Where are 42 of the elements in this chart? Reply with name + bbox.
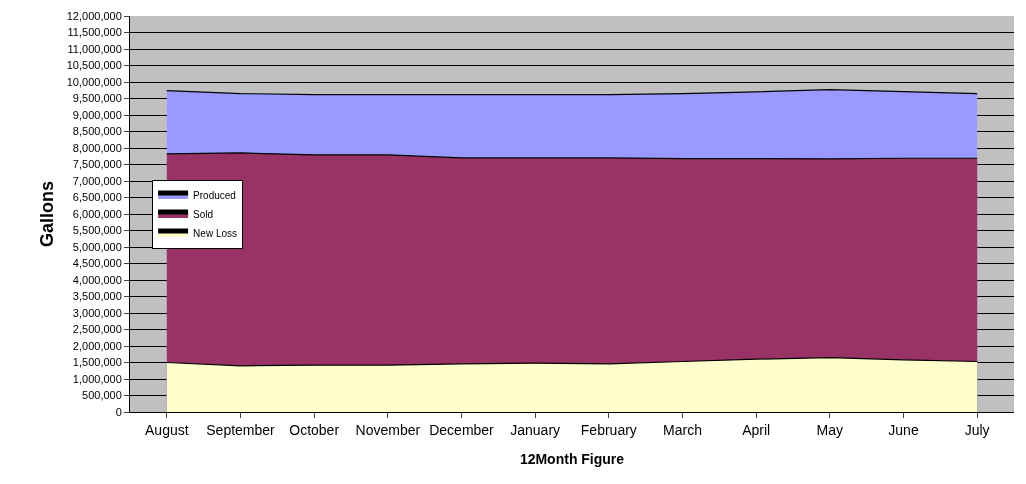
x-tick-label: January [510, 421, 561, 438]
y-tick-label: 11,500,000 [67, 26, 122, 39]
y-tick-label: 5,000,000 [72, 240, 122, 253]
y-tick-label: 9,000,000 [72, 108, 122, 121]
x-tick-label: October [289, 421, 340, 438]
y-tick-label: 500,000 [82, 389, 122, 402]
x-tick-label: September [206, 421, 276, 438]
x-axis-title: 12Month Figure [519, 451, 625, 467]
y-tick-label: 7,500,000 [72, 158, 122, 171]
y-tick-label: 1,500,000 [72, 356, 122, 369]
y-tick-label: 10,000,000 [66, 75, 122, 88]
x-tick-label: June [888, 421, 919, 438]
y-tick-label: 2,500,000 [72, 323, 122, 336]
x-tick-label: February [580, 421, 637, 438]
y-tick-label: 11,000,000 [67, 42, 122, 55]
y-tick-label: 1,000,000 [72, 372, 122, 385]
x-tick-label: December [429, 421, 495, 438]
y-axis-title: Gallons [36, 180, 57, 248]
x-tick-label: November [355, 421, 421, 438]
legend-label: Sold [193, 208, 214, 220]
y-tick-label: 12,000,000 [66, 9, 122, 22]
y-tick-label: 0 [115, 405, 122, 418]
x-tick-label: May [816, 421, 844, 438]
y-tick-label: 6,500,000 [72, 191, 122, 204]
x-tick-label: August [145, 421, 189, 438]
x-tick-label: July [964, 421, 990, 438]
y-tick-label: 7,000,000 [72, 174, 122, 187]
y-tick-label: 4,500,000 [72, 257, 122, 270]
y-tick-label: 2,000,000 [72, 339, 122, 352]
y-tick-label: 9,500,000 [72, 92, 122, 105]
legend-label: New Loss [193, 227, 238, 239]
x-tick-label: April [742, 421, 771, 438]
y-tick-label: 4,000,000 [72, 273, 122, 286]
y-tick-label: 8,000,000 [72, 141, 122, 154]
legend-label: Produced [193, 189, 236, 201]
y-tick-label: 10,500,000 [66, 59, 122, 72]
y-tick-label: 8,500,000 [72, 125, 122, 138]
y-tick-label: 3,000,000 [72, 306, 122, 319]
y-tick-label: 6,000,000 [72, 207, 122, 220]
y-tick-label: 3,500,000 [72, 290, 122, 303]
y-tick-label: 5,500,000 [72, 224, 122, 237]
x-tick-label: March [663, 421, 702, 438]
